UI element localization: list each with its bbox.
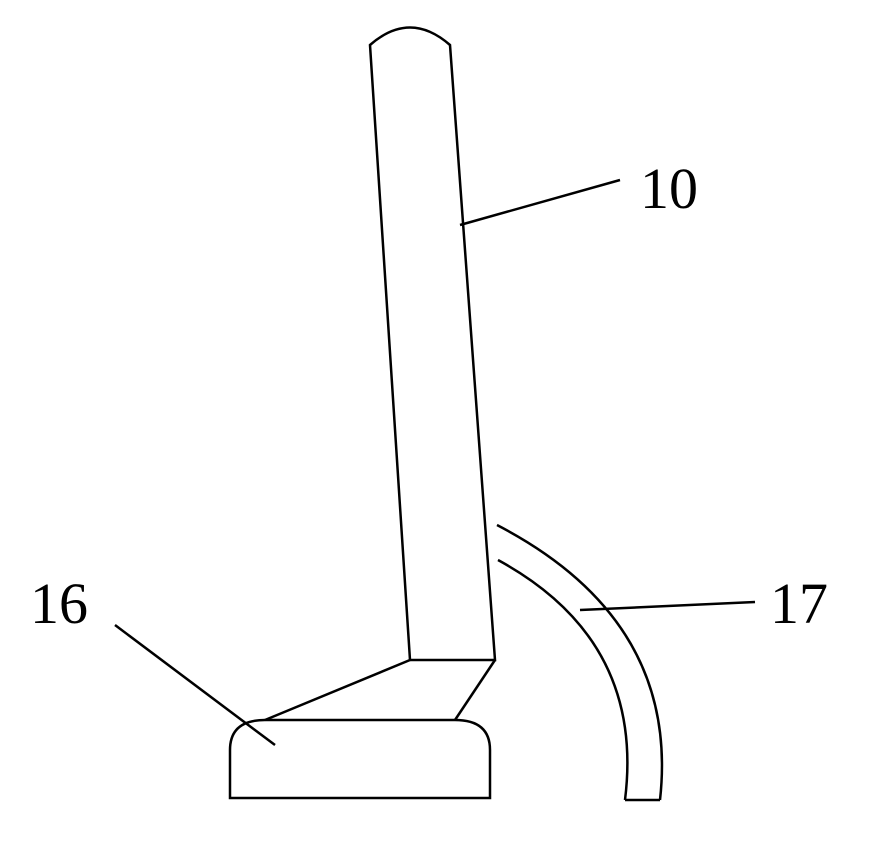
post-base-flare-left (265, 660, 410, 720)
arc-inner (498, 560, 627, 800)
post-base-flare-right (455, 660, 495, 720)
base-shape (230, 720, 490, 798)
leader-17 (580, 602, 755, 610)
label-16: 16 (30, 570, 88, 637)
label-10: 10 (640, 155, 698, 222)
leader-10 (460, 180, 620, 225)
leader-16 (115, 625, 275, 745)
label-17: 17 (770, 570, 828, 637)
post-shape (370, 28, 495, 661)
arc-outer (497, 525, 662, 800)
